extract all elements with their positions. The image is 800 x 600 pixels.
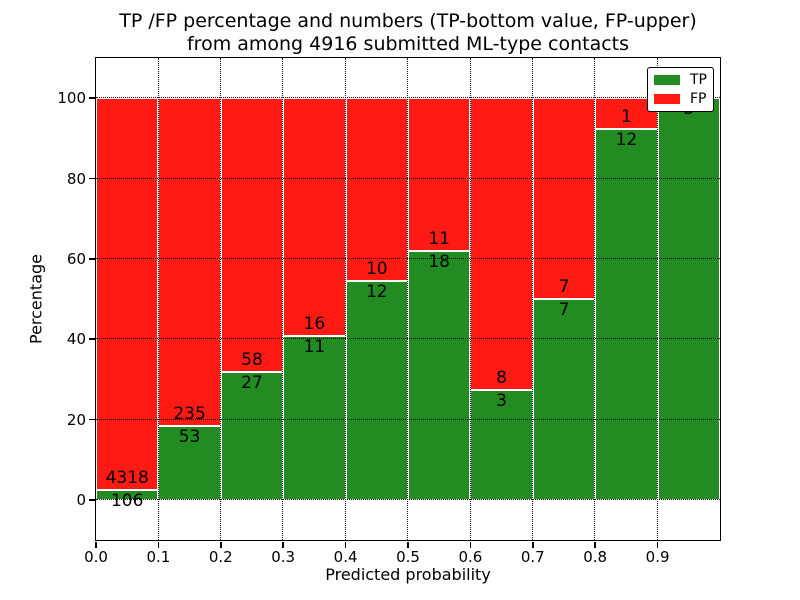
tp-count-label: 106	[110, 491, 144, 512]
tp-count-label: 11	[303, 337, 326, 358]
x-tick-label: 0.5	[396, 548, 420, 566]
tp-count-label: 18	[428, 251, 450, 272]
bar-segment-fp	[345, 98, 408, 281]
legend-entry-fp: FP	[654, 91, 707, 107]
tp-count-label: 27	[241, 373, 263, 394]
tp-count-label: 3	[496, 391, 507, 412]
x-tick-mark	[407, 541, 409, 548]
fp-count-label: 16	[303, 314, 326, 335]
x-tick-label: 0.8	[583, 548, 608, 566]
y-tick-mark	[88, 499, 95, 501]
fp-count-label: 8	[496, 368, 507, 389]
bar-segment-tp	[158, 425, 221, 500]
bar-segment-tp	[595, 129, 658, 500]
gridline-vertical	[157, 58, 159, 540]
bar-segment-fp	[470, 98, 533, 391]
gridline-horizontal	[96, 418, 720, 420]
x-tick-mark	[532, 541, 534, 548]
y-tick-mark	[88, 177, 95, 180]
bar-segment-fp	[532, 98, 596, 299]
y-tick-mark	[88, 97, 95, 99]
fp-count-label: 235	[173, 403, 206, 424]
gridline-horizontal	[96, 499, 720, 501]
legend-label-tp: TP	[690, 72, 707, 89]
x-tick-label: 0.2	[208, 548, 233, 566]
y-tick-mark	[88, 258, 95, 260]
legend: TP FP	[647, 67, 714, 112]
fp-count-label: 10	[365, 258, 388, 279]
x-tick-mark	[220, 541, 222, 548]
tp-count-label: 53	[178, 426, 201, 447]
x-tick-mark	[469, 541, 472, 548]
x-tick-mark	[656, 541, 659, 548]
y-tick-label: 80	[66, 169, 86, 188]
x-tick-label: 0.9	[645, 548, 670, 566]
gridline-vertical	[407, 58, 409, 540]
gridline-horizontal	[96, 258, 720, 260]
tp-count-label: 12	[365, 281, 388, 302]
x-tick-mark	[157, 541, 160, 548]
x-tick-label: 0.1	[146, 548, 171, 566]
fp-count-label: 58	[241, 350, 263, 371]
bar-segment-fp	[283, 98, 346, 337]
x-tick-label: 0.3	[271, 548, 296, 566]
fp-count-label: 1	[620, 107, 632, 128]
fp-count-label: 7	[558, 277, 570, 297]
gridline-vertical	[594, 58, 596, 540]
bar-segment-fp	[220, 98, 284, 373]
y-tick-label: 40	[66, 330, 86, 349]
gridline-vertical	[282, 58, 284, 540]
fp-count-label: 11	[428, 228, 450, 249]
legend-entry-tp: TP	[654, 72, 707, 88]
tp-count-label: 12	[615, 130, 638, 151]
chart-title-line1: TP /FP percentage and numbers (TP-bottom…	[119, 10, 697, 32]
chart-title: TP /FP percentage and numbers (TP-bottom…	[96, 10, 720, 56]
gridline-horizontal	[96, 338, 720, 340]
legend-swatch-fp	[654, 93, 680, 104]
chart-title-line2: from among 4916 submitted ML-type contac…	[186, 33, 630, 55]
x-tick-label: 0.4	[333, 548, 358, 566]
fp-count-label: 4318	[105, 468, 149, 489]
legend-label-fp: FP	[690, 90, 707, 107]
y-tick-label: 60	[66, 249, 86, 268]
x-tick-label: 0.0	[84, 548, 108, 566]
bar-segment-tp	[345, 280, 408, 500]
tp-count-label: 7	[558, 300, 570, 320]
y-tick-mark	[88, 338, 95, 340]
gridline-horizontal	[96, 97, 720, 99]
bar-segment-tp	[657, 98, 720, 500]
y-tick-label: 0	[76, 490, 86, 509]
bar-segment-tp	[408, 250, 471, 500]
gridline-vertical	[344, 58, 346, 540]
bar-segment-fp	[408, 98, 471, 251]
gridline-vertical	[656, 58, 658, 540]
x-tick-mark	[95, 541, 97, 548]
y-tick-mark	[88, 418, 95, 421]
x-tick-mark	[282, 541, 284, 548]
x-tick-mark	[594, 541, 596, 548]
gridline-vertical	[220, 58, 222, 540]
x-tick-label: 0.6	[458, 548, 483, 566]
y-tick-label: 100	[57, 89, 86, 108]
plot-area: 106431853235275811161210181138771213	[96, 58, 720, 540]
legend-swatch-tp	[654, 75, 680, 86]
gridline-horizontal	[96, 177, 720, 179]
y-tick-label: 20	[66, 410, 86, 429]
gridline-vertical	[532, 58, 534, 540]
gridline-vertical	[469, 58, 471, 540]
x-tick-label: 0.7	[520, 548, 545, 566]
x-tick-mark	[344, 541, 347, 548]
x-axis-label: Predicted probability	[325, 565, 491, 584]
